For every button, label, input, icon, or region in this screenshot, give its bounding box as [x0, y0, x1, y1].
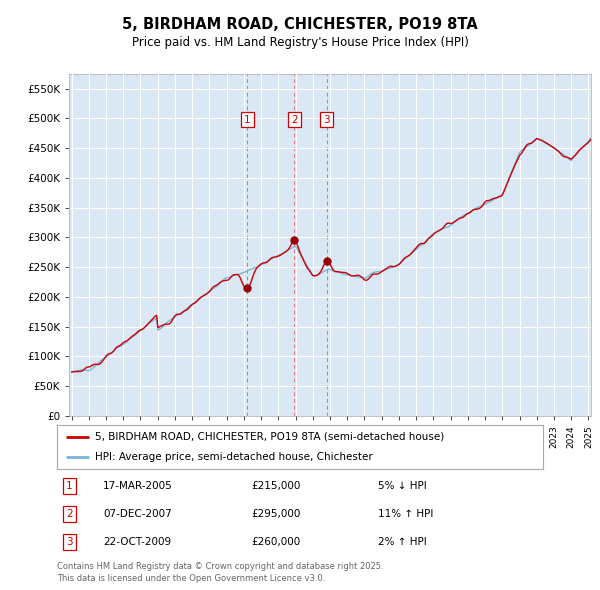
Text: HPI: Average price, semi-detached house, Chichester: HPI: Average price, semi-detached house,…: [95, 452, 373, 461]
Text: 07-DEC-2007: 07-DEC-2007: [103, 509, 172, 519]
Text: 1: 1: [66, 481, 73, 491]
Text: 3: 3: [66, 537, 73, 547]
Text: Price paid vs. HM Land Registry's House Price Index (HPI): Price paid vs. HM Land Registry's House …: [131, 36, 469, 49]
Text: 22-OCT-2009: 22-OCT-2009: [103, 537, 171, 547]
Text: £215,000: £215,000: [251, 481, 301, 491]
Text: 2% ↑ HPI: 2% ↑ HPI: [378, 537, 427, 547]
Text: 11% ↑ HPI: 11% ↑ HPI: [378, 509, 433, 519]
Text: 2: 2: [291, 114, 298, 124]
Text: 1: 1: [244, 114, 251, 124]
Text: 3: 3: [323, 114, 330, 124]
Text: 17-MAR-2005: 17-MAR-2005: [103, 481, 173, 491]
Text: £295,000: £295,000: [251, 509, 301, 519]
Text: 2: 2: [66, 509, 73, 519]
Text: Contains HM Land Registry data © Crown copyright and database right 2025.
This d: Contains HM Land Registry data © Crown c…: [57, 562, 383, 583]
Text: 5, BIRDHAM ROAD, CHICHESTER, PO19 8TA (semi-detached house): 5, BIRDHAM ROAD, CHICHESTER, PO19 8TA (s…: [95, 432, 444, 442]
Text: 5, BIRDHAM ROAD, CHICHESTER, PO19 8TA: 5, BIRDHAM ROAD, CHICHESTER, PO19 8TA: [122, 17, 478, 32]
Text: 5% ↓ HPI: 5% ↓ HPI: [378, 481, 427, 491]
Text: £260,000: £260,000: [251, 537, 301, 547]
